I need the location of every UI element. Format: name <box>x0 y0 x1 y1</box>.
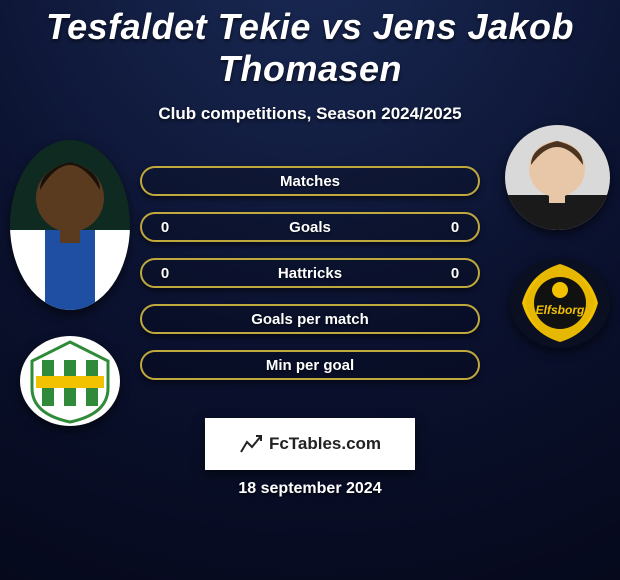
stat-row: 0Goals0 <box>140 212 480 242</box>
stat-left-value: 0 <box>156 219 174 236</box>
stat-label: Min per goal <box>174 357 446 374</box>
stat-row: Matches <box>140 166 480 196</box>
subtitle: Club competitions, Season 2024/2025 <box>0 104 620 124</box>
svg-text:Elfsborg: Elfsborg <box>536 303 585 317</box>
stat-label: Goals <box>174 219 446 236</box>
chart-icon <box>239 432 263 456</box>
stat-right-value: 0 <box>446 265 464 282</box>
stat-right-value: 0 <box>446 219 464 236</box>
stat-label: Matches <box>174 173 446 190</box>
svg-text:HOLMEN: HOLMEN <box>46 276 94 288</box>
stat-row: Min per goal <box>140 350 480 380</box>
fctables-logo[interactable]: FcTables.com <box>205 418 415 470</box>
player-right-avatar <box>505 125 610 230</box>
stat-left-value: 0 <box>156 265 174 282</box>
page-title: Tesfaldet Tekie vs Jens Jakob Thomasen <box>0 0 620 90</box>
club-right-crest: Elfsborg <box>510 258 610 348</box>
logo-text: FcTables.com <box>269 434 381 454</box>
date: 18 september 2024 <box>0 480 620 498</box>
stat-label: Hattricks <box>174 265 446 282</box>
stat-row: 0Hattricks0 <box>140 258 480 288</box>
club-left-crest <box>20 336 120 426</box>
stat-label: Goals per match <box>174 311 446 328</box>
stat-row: Goals per match <box>140 304 480 334</box>
player-left-avatar: HOLMEN <box>10 140 130 310</box>
comparison-card: Tesfaldet Tekie vs Jens Jakob Thomasen C… <box>0 0 620 580</box>
